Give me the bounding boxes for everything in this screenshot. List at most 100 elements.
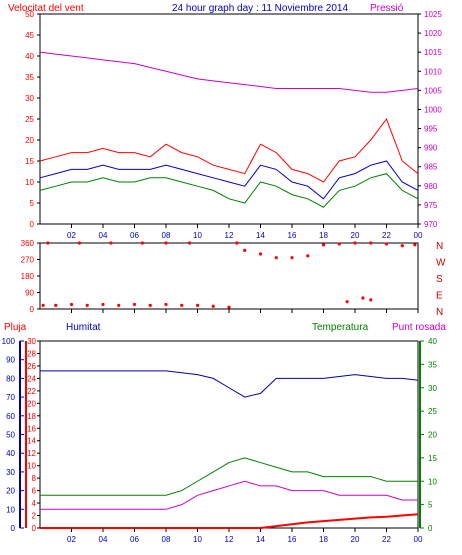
direction-point — [54, 303, 58, 307]
rain-tick-label: 24 — [27, 374, 36, 383]
pressure-tick-label: 1020 — [424, 29, 442, 38]
direction-point — [85, 303, 89, 307]
humidity-axis-label: Humitat — [66, 322, 101, 333]
x-tick-label: 12 — [225, 535, 234, 544]
direction-point — [361, 296, 365, 300]
x-tick-label: 20 — [351, 231, 360, 240]
direction-tick-label: 0 — [30, 305, 35, 314]
rain-tick-label: 20 — [27, 399, 36, 408]
rain-tick-label: 0 — [32, 524, 37, 533]
direction-point — [211, 304, 215, 308]
humidity-tick-label: 90 — [6, 356, 15, 365]
direction-point — [384, 242, 389, 246]
rain-tick-label: 4 — [32, 499, 37, 508]
direction-point — [46, 241, 50, 245]
direction-point — [345, 300, 349, 304]
direction-point — [69, 302, 74, 307]
temperature-tick-label: 0 — [428, 524, 433, 533]
compass-label: N — [436, 307, 443, 318]
direction-point — [101, 302, 105, 307]
x-tick-label: 08 — [162, 535, 171, 544]
humidity-tick-label: 40 — [6, 449, 15, 458]
humidity-tick-label: 20 — [6, 487, 15, 496]
wind-pressure-panel: 0510152025303540455097097598098599099510… — [25, 10, 442, 240]
direction-point — [243, 248, 247, 252]
temperature-tick-label: 40 — [428, 337, 437, 346]
direction-point — [148, 303, 152, 307]
direction-point — [290, 256, 294, 260]
compass-label: S — [436, 274, 443, 285]
wind-tick-label: 0 — [30, 220, 35, 229]
pressure-axis-label: Pressió — [370, 3, 404, 14]
dewpoint-series-line — [40, 480, 418, 510]
rain-axis-label: Pluja — [4, 322, 27, 333]
x-tick-label: 10 — [193, 231, 202, 240]
wind-tick-label: 25 — [25, 115, 34, 124]
direction-tick-label: 270 — [21, 256, 35, 265]
pressure-tick-label: 980 — [424, 182, 438, 191]
wind-tick-label: 35 — [25, 73, 34, 82]
x-tick-label: 20 — [351, 535, 360, 544]
x-tick-label: 00 — [414, 535, 423, 544]
temperature-tick-label: 5 — [428, 501, 433, 510]
pressure-tick-label: 990 — [424, 144, 438, 153]
x-tick-label: 06 — [130, 535, 139, 544]
rain-tick-label: 26 — [27, 362, 36, 371]
humidity-tick-label: 60 — [6, 412, 15, 421]
humidity-tick-label: 10 — [6, 505, 15, 514]
x-tick-label: 00 — [414, 231, 423, 240]
pressure-series-line — [39, 51, 419, 93]
temperature-tick-label: 25 — [428, 407, 437, 416]
wind-tick-label: 5 — [30, 199, 35, 208]
humidity-tick-label: 0 — [11, 524, 16, 533]
x-tick-label: 16 — [288, 535, 297, 544]
x-tick-label: 04 — [99, 231, 108, 240]
direction-point — [369, 241, 373, 245]
rain-tick-label: 16 — [27, 424, 36, 433]
direction-point — [180, 303, 184, 307]
x-tick-label: 18 — [319, 535, 328, 544]
direction-point — [258, 252, 263, 256]
humidity-series-line — [40, 370, 419, 398]
x-tick-label: 18 — [319, 231, 328, 240]
humidity-tick-label: 80 — [6, 374, 15, 383]
compass-label: N — [436, 241, 443, 252]
wind-tick-label: 20 — [25, 136, 34, 145]
direction-point — [400, 244, 404, 248]
direction-point — [188, 241, 192, 245]
wind_gust-series-line — [39, 173, 419, 208]
wind-tick-label: 10 — [25, 178, 34, 187]
direction-point — [274, 256, 278, 260]
x-tick-label: 06 — [130, 231, 139, 240]
wind-tick-label: 50 — [25, 10, 34, 19]
direction-point — [321, 243, 326, 247]
rain-tick-label: 10 — [27, 462, 36, 471]
direction-point — [77, 241, 81, 245]
direction-point — [132, 302, 137, 307]
direction-point — [164, 302, 168, 307]
x-tick-label: 12 — [225, 231, 234, 240]
direction-point — [140, 241, 144, 245]
direction-tick-label: 180 — [21, 272, 35, 281]
direction-tick-label: 360 — [21, 239, 35, 248]
humidity-tick-label: 70 — [6, 393, 15, 402]
direction-point — [164, 241, 168, 245]
wind-tick-label: 15 — [25, 157, 34, 166]
x-tick-label: 14 — [256, 231, 265, 240]
dewpoint-axis-label: Punt rosada — [392, 322, 446, 333]
pressure-tick-label: 995 — [424, 125, 438, 134]
direction-point — [337, 242, 341, 246]
humidity-tick-label: 100 — [2, 337, 16, 346]
rain-tick-label: 18 — [27, 412, 36, 421]
wind-tick-label: 30 — [25, 94, 34, 103]
direction-tick-label: 90 — [25, 289, 34, 298]
pressure-tick-label: 970 — [424, 220, 438, 229]
x-tick-label: 22 — [382, 231, 391, 240]
pressure-tick-label: 1000 — [424, 105, 442, 114]
direction-point — [117, 303, 121, 307]
humidity-tick-label: 50 — [6, 431, 15, 440]
pressure-tick-label: 975 — [424, 201, 438, 210]
temperature-tick-label: 10 — [428, 477, 437, 486]
rain-tick-label: 12 — [27, 449, 36, 458]
